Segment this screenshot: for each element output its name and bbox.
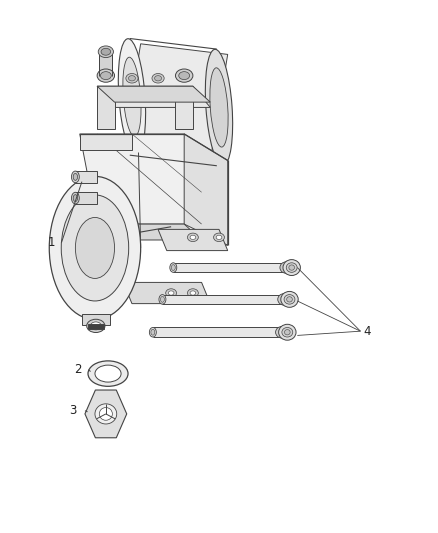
Polygon shape bbox=[173, 263, 286, 272]
Polygon shape bbox=[97, 86, 210, 102]
Polygon shape bbox=[80, 224, 201, 240]
Ellipse shape bbox=[49, 176, 141, 319]
Ellipse shape bbox=[285, 329, 290, 335]
Ellipse shape bbox=[278, 294, 291, 305]
Polygon shape bbox=[123, 282, 210, 304]
Polygon shape bbox=[88, 324, 104, 329]
Ellipse shape bbox=[159, 295, 166, 304]
Ellipse shape bbox=[168, 291, 174, 295]
Text: 2: 2 bbox=[74, 364, 81, 376]
Ellipse shape bbox=[73, 195, 78, 201]
Ellipse shape bbox=[171, 265, 175, 270]
Ellipse shape bbox=[71, 171, 79, 183]
Ellipse shape bbox=[282, 327, 293, 337]
Ellipse shape bbox=[61, 195, 129, 301]
Polygon shape bbox=[97, 86, 115, 128]
Polygon shape bbox=[75, 192, 97, 204]
Ellipse shape bbox=[149, 327, 156, 337]
Ellipse shape bbox=[73, 173, 78, 180]
Polygon shape bbox=[158, 229, 228, 251]
Ellipse shape bbox=[179, 71, 190, 79]
Ellipse shape bbox=[123, 57, 141, 136]
Ellipse shape bbox=[187, 233, 198, 241]
Polygon shape bbox=[80, 134, 201, 224]
Ellipse shape bbox=[99, 408, 113, 420]
Ellipse shape bbox=[205, 50, 233, 166]
Ellipse shape bbox=[152, 74, 164, 83]
Polygon shape bbox=[85, 390, 127, 438]
Ellipse shape bbox=[87, 319, 105, 333]
Ellipse shape bbox=[90, 322, 101, 330]
Ellipse shape bbox=[287, 297, 292, 302]
Ellipse shape bbox=[75, 217, 115, 278]
Ellipse shape bbox=[289, 265, 294, 270]
Polygon shape bbox=[123, 44, 228, 160]
Ellipse shape bbox=[71, 192, 79, 204]
Polygon shape bbox=[184, 134, 228, 245]
Ellipse shape bbox=[126, 74, 138, 83]
Polygon shape bbox=[80, 134, 132, 150]
Ellipse shape bbox=[101, 49, 111, 55]
Ellipse shape bbox=[170, 263, 177, 272]
Ellipse shape bbox=[210, 68, 228, 147]
Ellipse shape bbox=[176, 69, 193, 82]
Ellipse shape bbox=[280, 262, 293, 273]
Ellipse shape bbox=[279, 324, 296, 340]
Ellipse shape bbox=[95, 365, 121, 382]
Ellipse shape bbox=[284, 295, 295, 304]
Polygon shape bbox=[162, 295, 284, 304]
Ellipse shape bbox=[98, 46, 113, 58]
Ellipse shape bbox=[128, 76, 135, 81]
Polygon shape bbox=[75, 171, 97, 183]
Ellipse shape bbox=[155, 76, 162, 81]
Ellipse shape bbox=[95, 404, 117, 424]
Ellipse shape bbox=[283, 260, 300, 276]
Ellipse shape bbox=[166, 289, 177, 297]
Polygon shape bbox=[153, 327, 282, 337]
Ellipse shape bbox=[190, 235, 196, 239]
Ellipse shape bbox=[151, 329, 155, 335]
Ellipse shape bbox=[100, 71, 111, 79]
Ellipse shape bbox=[118, 39, 145, 155]
Ellipse shape bbox=[88, 361, 128, 386]
Polygon shape bbox=[97, 86, 210, 108]
Ellipse shape bbox=[97, 69, 115, 82]
Ellipse shape bbox=[160, 296, 164, 302]
Text: 3: 3 bbox=[70, 404, 77, 417]
Polygon shape bbox=[82, 314, 110, 325]
Ellipse shape bbox=[216, 235, 222, 239]
Ellipse shape bbox=[187, 289, 198, 297]
Polygon shape bbox=[176, 86, 193, 128]
Text: 4: 4 bbox=[363, 325, 371, 338]
Ellipse shape bbox=[190, 291, 196, 295]
Ellipse shape bbox=[214, 233, 224, 241]
Ellipse shape bbox=[286, 263, 297, 272]
Text: 1: 1 bbox=[48, 236, 55, 249]
Ellipse shape bbox=[281, 292, 298, 308]
Polygon shape bbox=[99, 54, 113, 76]
Ellipse shape bbox=[276, 326, 289, 338]
